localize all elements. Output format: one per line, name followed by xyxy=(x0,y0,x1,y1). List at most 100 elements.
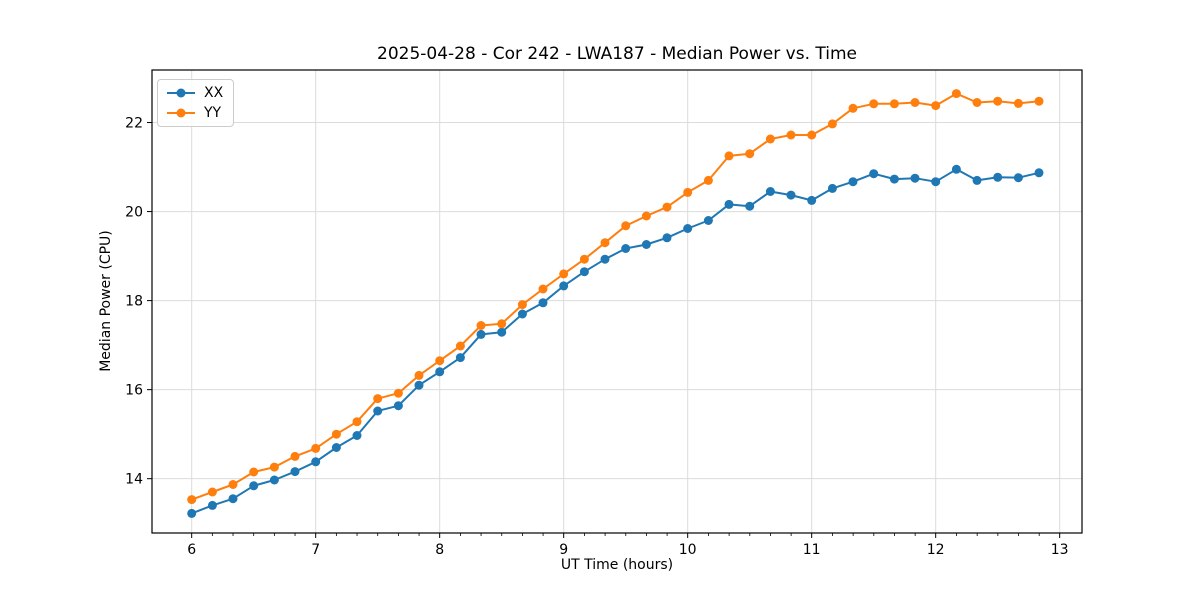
plot-frame xyxy=(151,69,1083,534)
data-point xyxy=(414,370,424,380)
series-line xyxy=(191,92,1040,501)
data-point xyxy=(951,89,961,99)
legend-line-marker-icon xyxy=(167,108,195,118)
x-tick-label: 6 xyxy=(187,542,196,558)
data-point xyxy=(393,388,403,398)
data-point xyxy=(1034,96,1044,106)
data-point xyxy=(972,175,982,185)
data-point xyxy=(703,175,713,185)
data-point xyxy=(972,98,982,107)
data-point xyxy=(517,300,527,310)
x-tick-label: 10 xyxy=(679,542,697,558)
data-point xyxy=(621,244,631,253)
data-point xyxy=(207,500,217,510)
data-point xyxy=(641,211,651,221)
data-point xyxy=(931,177,941,187)
data-point xyxy=(497,319,507,329)
data-point xyxy=(786,130,796,140)
data-point xyxy=(228,494,238,504)
data-point xyxy=(662,202,672,212)
data-point xyxy=(373,406,383,416)
data-point xyxy=(869,169,879,179)
data-point xyxy=(559,281,569,291)
data-point xyxy=(951,164,961,174)
data-point xyxy=(993,96,1003,106)
y-tick-label: 16 xyxy=(125,383,143,399)
data-point xyxy=(290,467,300,477)
data-point xyxy=(435,367,445,377)
data-point xyxy=(187,508,197,518)
data-point xyxy=(187,495,197,505)
data-point xyxy=(1013,173,1023,183)
data-point xyxy=(745,149,755,159)
data-point xyxy=(373,394,383,404)
data-point xyxy=(910,173,920,183)
data-point xyxy=(476,329,486,339)
legend: XX YY xyxy=(157,79,235,127)
data-point xyxy=(745,201,755,211)
data-point xyxy=(269,462,279,472)
data-point xyxy=(910,98,920,107)
chart-title: 2025-04-28 - Cor 242 - LWA187 - Median P… xyxy=(377,44,857,64)
x-axis-label: UT Time (hours) xyxy=(560,557,674,573)
data-point xyxy=(848,103,858,113)
data-point xyxy=(827,183,837,193)
data-point xyxy=(869,99,879,109)
data-point xyxy=(538,298,548,308)
data-point xyxy=(600,238,610,248)
data-point xyxy=(807,130,817,140)
data-point xyxy=(517,309,527,319)
y-tick-label: 18 xyxy=(125,294,143,310)
legend-entry-yy: YY xyxy=(166,105,223,121)
data-point xyxy=(683,224,693,233)
x-tick-label: 12 xyxy=(927,542,945,558)
data-point xyxy=(683,187,693,197)
legend-line-marker-icon xyxy=(167,88,195,98)
data-point xyxy=(331,443,341,452)
data-point xyxy=(579,254,589,264)
data-point xyxy=(1013,98,1023,108)
data-point xyxy=(600,254,610,264)
data-point xyxy=(993,172,1003,182)
data-point xyxy=(889,99,899,109)
data-point xyxy=(621,221,631,231)
data-point xyxy=(931,101,941,111)
data-point xyxy=(455,341,465,351)
data-point xyxy=(393,401,403,411)
data-point xyxy=(765,134,775,144)
data-point xyxy=(352,417,362,427)
data-point xyxy=(497,327,507,337)
series-yy xyxy=(187,89,1044,505)
data-point xyxy=(311,457,321,467)
y-tick-label: 20 xyxy=(125,205,143,221)
legend-label: YY xyxy=(204,105,222,121)
x-tick-label: 7 xyxy=(311,542,320,558)
data-point xyxy=(538,284,548,294)
legend-label: XX xyxy=(204,85,224,101)
data-point xyxy=(848,177,858,187)
data-point xyxy=(827,119,837,129)
data-point xyxy=(1034,168,1044,178)
data-point xyxy=(703,216,713,225)
data-point xyxy=(352,431,362,440)
y-tick-label: 22 xyxy=(125,116,143,132)
legend-entry-xx: XX xyxy=(166,85,223,101)
x-tick-label: 9 xyxy=(559,542,568,558)
data-point xyxy=(249,467,259,477)
data-point xyxy=(641,240,651,249)
data-point xyxy=(662,233,672,243)
series-xx xyxy=(187,164,1044,518)
y-tick-label: 14 xyxy=(125,472,143,488)
data-point xyxy=(807,195,817,205)
data-point xyxy=(765,187,775,196)
x-tick-label: 13 xyxy=(1051,542,1069,558)
data-point xyxy=(331,429,341,439)
data-point xyxy=(476,321,486,330)
data-point xyxy=(786,190,796,200)
data-point xyxy=(290,451,300,461)
data-point xyxy=(455,353,465,363)
y-axis-label: Median Power (CPU) xyxy=(98,230,114,372)
x-tick-label: 11 xyxy=(803,542,821,558)
